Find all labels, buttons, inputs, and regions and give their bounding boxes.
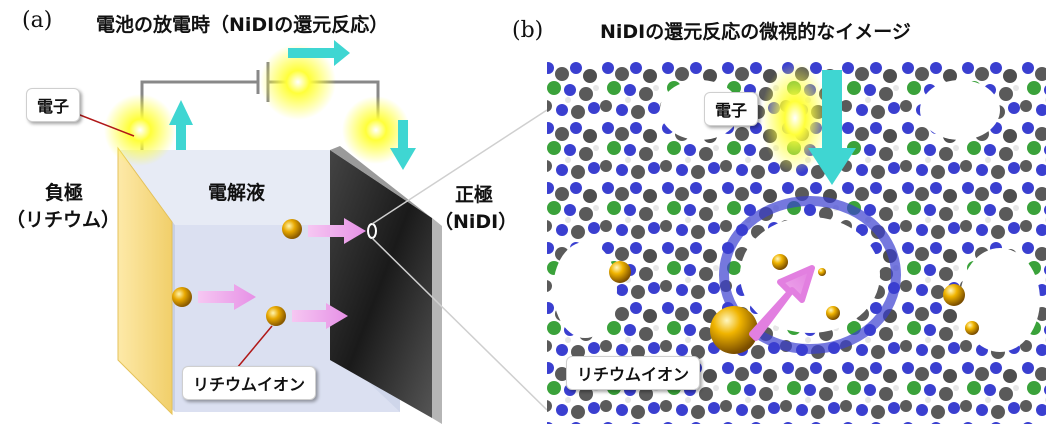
ion-arrow [198,284,256,310]
positive-electrode-label-line1: 正極 [454,184,493,206]
electron-label-a: 電子 [26,88,81,122]
negative-electrode-label-line2: （リチウム） [6,209,121,231]
electron-glow-left [104,94,176,166]
panel-b-title: NiDIの還元反応の微視的なイメージ [600,21,911,43]
electron-arrow-up [169,100,193,150]
lithium-ion [266,306,286,326]
electrolyte-label: 電解液 [208,182,266,204]
zoom-line [371,237,548,411]
lithium-ion [172,287,192,307]
lithium-ion [282,219,302,239]
panel-b-letter: (b) [512,18,544,43]
lithium-ion-label-b: リチウムイオン [566,356,701,390]
zoom-line [371,109,548,225]
positive-electrode [330,146,442,424]
electron-arrow-right [288,40,350,66]
ion-arrow [292,303,348,329]
electron-arrow-down [390,120,416,170]
electron-glow-top [260,44,336,120]
electron-label-b: 電子 [704,92,759,126]
panel-a-letter: (a) [22,8,53,33]
positive-electrode-label: 正極 （NiDI） [434,180,517,234]
positive-electrode-label-line2: （NiDI） [434,211,518,233]
panel-a-title: 電池の放電時（NiDIの還元反応） [96,14,389,36]
electron-glow-right [342,96,410,164]
negative-electrode-label: 負極 （リチウム） [6,178,120,232]
negative-electrode [117,146,173,416]
lithium-ion-label-a: リチウムイオン [182,366,317,400]
ion-arrow [308,218,366,244]
negative-electrode-label-line1: 負極 [44,182,83,204]
